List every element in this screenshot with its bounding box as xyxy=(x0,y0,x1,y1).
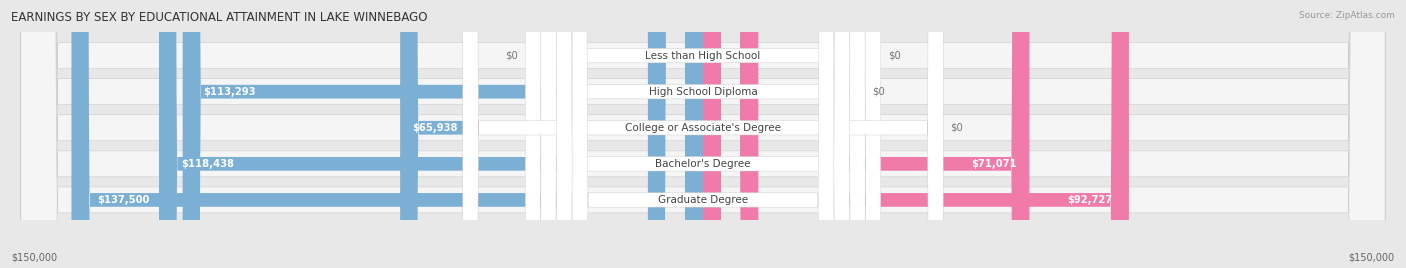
FancyBboxPatch shape xyxy=(72,0,703,268)
FancyBboxPatch shape xyxy=(557,0,849,268)
FancyBboxPatch shape xyxy=(703,0,1029,268)
FancyBboxPatch shape xyxy=(21,0,1385,268)
Text: Bachelor's Degree: Bachelor's Degree xyxy=(655,159,751,169)
Text: $113,293: $113,293 xyxy=(204,87,256,97)
FancyBboxPatch shape xyxy=(703,0,758,268)
FancyBboxPatch shape xyxy=(159,0,703,268)
Text: $0: $0 xyxy=(506,51,519,61)
FancyBboxPatch shape xyxy=(183,0,703,268)
FancyBboxPatch shape xyxy=(21,0,1385,268)
FancyBboxPatch shape xyxy=(21,0,1385,268)
Text: College or Associate's Degree: College or Associate's Degree xyxy=(626,123,780,133)
FancyBboxPatch shape xyxy=(21,0,1385,268)
Text: $150,000: $150,000 xyxy=(1348,253,1395,263)
FancyBboxPatch shape xyxy=(703,0,758,268)
Text: Source: ZipAtlas.com: Source: ZipAtlas.com xyxy=(1299,11,1395,20)
Text: $118,438: $118,438 xyxy=(181,159,233,169)
Text: Less than High School: Less than High School xyxy=(645,51,761,61)
FancyBboxPatch shape xyxy=(463,0,943,268)
FancyBboxPatch shape xyxy=(21,0,1385,268)
FancyBboxPatch shape xyxy=(526,0,880,268)
FancyBboxPatch shape xyxy=(401,0,703,268)
FancyBboxPatch shape xyxy=(541,0,865,268)
Text: $0: $0 xyxy=(872,87,884,97)
FancyBboxPatch shape xyxy=(703,0,758,268)
Text: EARNINGS BY SEX BY EDUCATIONAL ATTAINMENT IN LAKE WINNEBAGO: EARNINGS BY SEX BY EDUCATIONAL ATTAINMEN… xyxy=(11,11,427,24)
Text: $65,938: $65,938 xyxy=(412,123,458,133)
FancyBboxPatch shape xyxy=(648,0,703,268)
Text: $0: $0 xyxy=(950,123,963,133)
Text: $92,727: $92,727 xyxy=(1067,195,1112,205)
Text: $0: $0 xyxy=(887,51,900,61)
FancyBboxPatch shape xyxy=(572,0,834,268)
Text: High School Diploma: High School Diploma xyxy=(648,87,758,97)
Text: $150,000: $150,000 xyxy=(11,253,58,263)
FancyBboxPatch shape xyxy=(703,0,1129,268)
Text: $137,500: $137,500 xyxy=(97,195,149,205)
Text: Graduate Degree: Graduate Degree xyxy=(658,195,748,205)
Text: $71,071: $71,071 xyxy=(970,159,1017,169)
